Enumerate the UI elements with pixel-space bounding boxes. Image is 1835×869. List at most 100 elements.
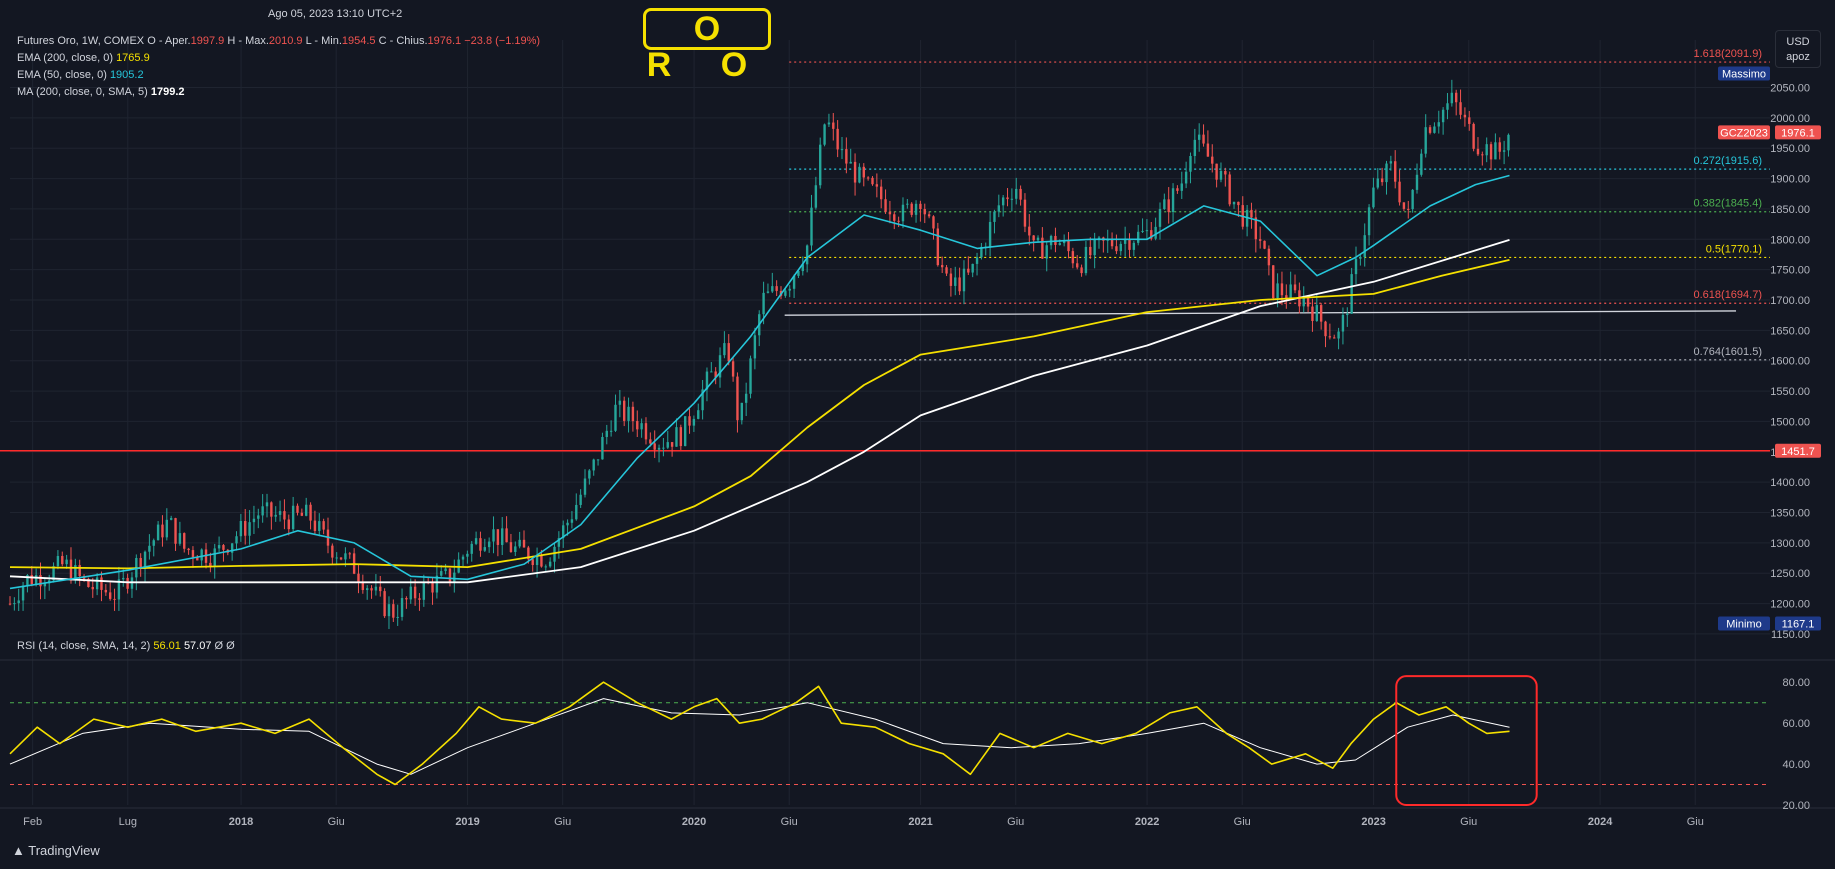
candle-body bbox=[1359, 257, 1362, 259]
indicator-ema50[interactable]: EMA (50, close, 0) 1905.2 bbox=[17, 69, 144, 81]
price-axis[interactable]: 1150.00 1200.00 1250.00 1300.00 1350.00 1400.… bbox=[1718, 66, 1821, 641]
time-tick-label: 2021 bbox=[908, 816, 932, 828]
candle-body bbox=[575, 504, 578, 520]
candle-body bbox=[505, 528, 508, 543]
indicator-ma200[interactable]: MA (200, close, 0, SMA, 5) 1799.2 bbox=[17, 86, 185, 98]
candle-body bbox=[1202, 134, 1205, 144]
candle-body bbox=[827, 122, 831, 125]
candle-body bbox=[143, 551, 147, 569]
candle-body bbox=[440, 571, 443, 576]
candle-body bbox=[1450, 92, 1454, 104]
candle-body bbox=[1167, 199, 1170, 212]
candle-body bbox=[370, 588, 373, 591]
rsi-label: RSI (14, close, SMA, 14, 2) bbox=[17, 640, 151, 652]
candle-body bbox=[422, 581, 426, 600]
candle-body bbox=[418, 598, 421, 600]
candle-body bbox=[1311, 306, 1314, 321]
candle-body bbox=[997, 205, 1001, 212]
candle-body bbox=[823, 124, 826, 145]
candle-body bbox=[1454, 92, 1458, 103]
price-tag-bg bbox=[1718, 616, 1770, 631]
candle-body bbox=[1424, 127, 1427, 154]
candle-body bbox=[858, 166, 861, 183]
candle-body bbox=[814, 185, 818, 208]
rsi-tick-label: 80.00 bbox=[1782, 677, 1810, 689]
tradingview-logo[interactable]: ▲ TradingView bbox=[12, 843, 100, 858]
time-tick-label: Giu bbox=[1234, 816, 1251, 828]
candle-body bbox=[880, 186, 883, 200]
candle-body bbox=[1115, 246, 1118, 252]
candle-body bbox=[710, 371, 713, 373]
candle-body bbox=[152, 540, 155, 546]
candle-body bbox=[527, 547, 530, 560]
time-tick-label: Lug bbox=[119, 816, 137, 828]
price-tag-bg bbox=[1775, 443, 1821, 458]
candle-body bbox=[305, 504, 308, 516]
candle-body bbox=[988, 221, 992, 247]
support-trendline bbox=[784, 310, 1737, 316]
candle-body bbox=[1446, 103, 1449, 110]
candle-body bbox=[213, 548, 216, 567]
candle-body bbox=[322, 521, 325, 530]
grid bbox=[0, 40, 1835, 809]
candle-body bbox=[971, 263, 974, 273]
rsi-legend[interactable]: RSI (14, close, SMA, 14, 2) 56.01 57.07 … bbox=[17, 640, 235, 652]
candle-body bbox=[196, 557, 199, 561]
indicator-ema200[interactable]: EMA (200, close, 0) 1765.9 bbox=[17, 52, 150, 64]
candle-body bbox=[169, 518, 173, 520]
price-tick-label: 1900.00 bbox=[1770, 174, 1810, 186]
candle-body bbox=[1494, 142, 1497, 160]
candle-body bbox=[1420, 153, 1423, 175]
price-tag-label: Massimo bbox=[1722, 69, 1766, 81]
candle-body bbox=[257, 515, 260, 519]
time-tick-label: Giu bbox=[781, 816, 798, 828]
candle-body bbox=[435, 575, 439, 593]
price-tick-label: 1200.00 bbox=[1770, 599, 1810, 611]
price-tag-label: 1167.1 bbox=[1782, 619, 1815, 631]
candle-body bbox=[91, 586, 94, 590]
candle-body bbox=[1324, 321, 1327, 337]
price-tick-label: 1150.00 bbox=[1771, 629, 1810, 641]
candle-body bbox=[230, 543, 234, 553]
price-tick-label: 1650.00 bbox=[1770, 325, 1810, 337]
candle-body bbox=[1372, 187, 1375, 208]
rsi-tick-label: 40.00 bbox=[1782, 759, 1810, 771]
candle-body bbox=[893, 214, 896, 221]
price-tick-label: 1300.00 bbox=[1770, 538, 1810, 550]
candle-body bbox=[69, 559, 73, 581]
candle-body bbox=[409, 586, 412, 600]
timestamp: Ago 05, 2023 13:10 UTC+2 bbox=[268, 8, 403, 20]
candle-body bbox=[1306, 298, 1310, 307]
candle-body bbox=[444, 568, 447, 572]
candle-body bbox=[866, 177, 870, 179]
candle-body bbox=[570, 519, 574, 523]
currency-button[interactable]: USD apoz bbox=[1775, 30, 1821, 68]
candle-body bbox=[1489, 144, 1493, 160]
time-axis[interactable]: Feb Lug 2018 Giu 2019 Giu 2020 Giu 2021 Giu 2022 Gi… bbox=[23, 816, 1704, 828]
candle-body bbox=[509, 542, 513, 553]
candle-body bbox=[487, 541, 491, 548]
candle-body bbox=[544, 566, 547, 568]
candle-body bbox=[1476, 148, 1480, 155]
price-tag-label: Minimo bbox=[1726, 619, 1761, 631]
time-tick-label: Giu bbox=[1687, 816, 1704, 828]
currency-unit: apoz bbox=[1786, 51, 1810, 63]
candle-body bbox=[535, 554, 539, 566]
rsi-sma-line bbox=[9, 698, 1510, 775]
price-tick-label: 1800.00 bbox=[1770, 234, 1810, 246]
price-tick-label: 1950.00 bbox=[1770, 143, 1810, 155]
price-tick-label: 1500.00 bbox=[1770, 416, 1810, 428]
level-label: 0.764(1601.5) bbox=[1694, 346, 1763, 358]
candle-body bbox=[832, 122, 835, 129]
candle-body bbox=[100, 577, 103, 590]
candle-body bbox=[466, 553, 469, 557]
candle-body bbox=[496, 529, 500, 545]
candle-body bbox=[56, 556, 60, 567]
branding-text: TradingView bbox=[28, 843, 100, 858]
price-tag-bg bbox=[1718, 66, 1770, 81]
candle-body bbox=[1154, 226, 1157, 239]
candle-body bbox=[910, 203, 913, 215]
candle-body bbox=[252, 518, 256, 523]
price-tick-label: 2000.00 bbox=[1770, 113, 1810, 125]
